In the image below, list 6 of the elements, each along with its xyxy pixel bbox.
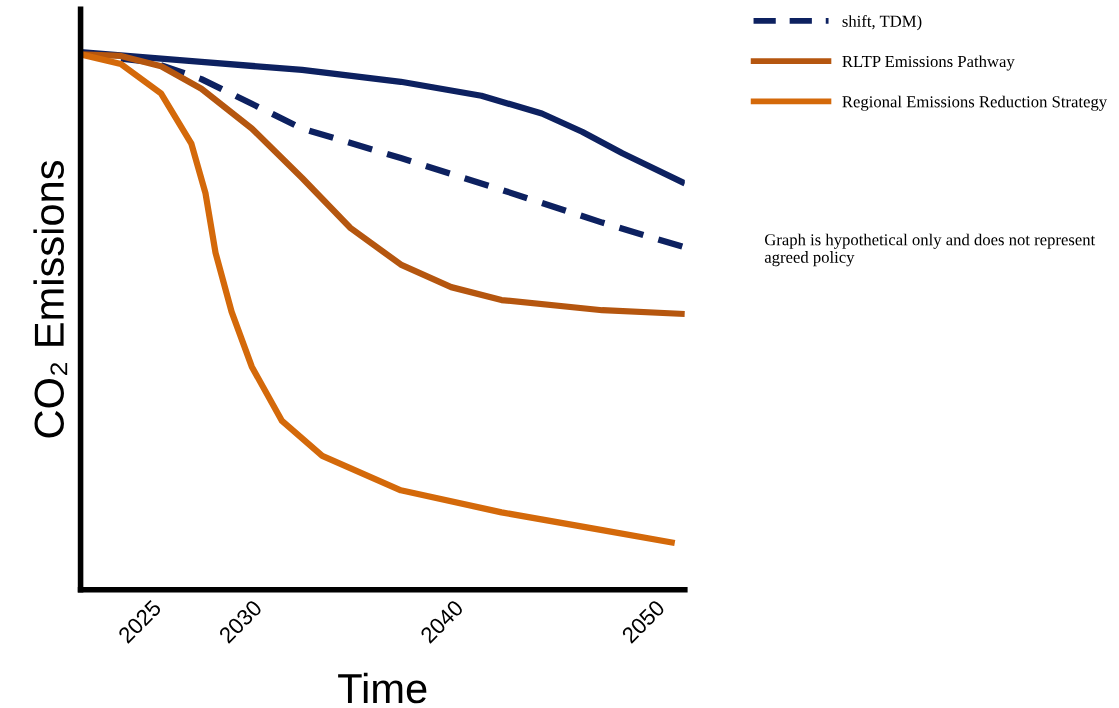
text: Graph is hypothetical only and does not represent agreed policy [764,233,1096,267]
legend-label: shift, TDM) [842,15,922,31]
y-axis-title: CO₂ Emissions [33,160,68,438]
legend-label: RLTP Emissions Pathway [842,55,1015,71]
legend-label: Regional Emissions Reduction Strategy [842,95,1108,111]
x-axis-title: Time [338,672,427,704]
